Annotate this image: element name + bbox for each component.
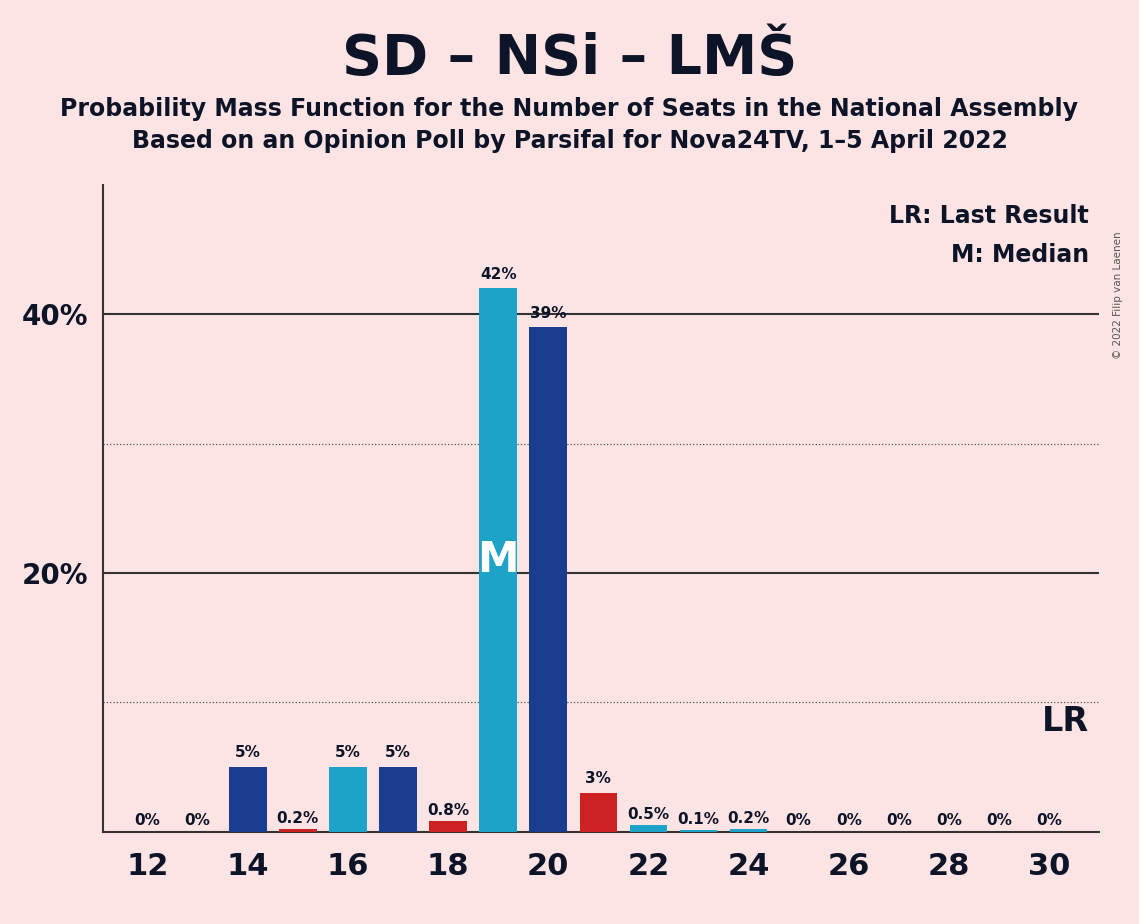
Text: LR: LR [1042, 705, 1089, 738]
Text: 0.8%: 0.8% [427, 803, 469, 818]
Text: 3%: 3% [585, 772, 612, 786]
Text: M: M [477, 539, 519, 581]
Bar [279, 829, 317, 832]
Text: 0%: 0% [936, 813, 961, 829]
Bar [730, 829, 768, 832]
Text: © 2022 Filip van Laenen: © 2022 Filip van Laenen [1114, 231, 1123, 359]
Text: 0%: 0% [836, 813, 862, 829]
Text: 0%: 0% [1036, 813, 1062, 829]
Text: 0.1%: 0.1% [678, 812, 720, 827]
Text: 0.2%: 0.2% [277, 810, 319, 826]
Text: 0%: 0% [786, 813, 812, 829]
Text: 5%: 5% [235, 746, 261, 760]
Text: 0%: 0% [986, 813, 1011, 829]
Bar [630, 825, 667, 832]
Text: 39%: 39% [530, 306, 566, 321]
Text: 0.2%: 0.2% [728, 810, 770, 826]
Bar [329, 767, 367, 832]
Text: 5%: 5% [385, 746, 411, 760]
Bar [680, 831, 718, 832]
Text: 0.5%: 0.5% [628, 807, 670, 822]
Bar [530, 327, 567, 832]
Bar [480, 288, 517, 832]
Bar [580, 793, 617, 832]
Text: 0%: 0% [886, 813, 911, 829]
Text: SD – NSi – LMŠ: SD – NSi – LMŠ [342, 32, 797, 86]
Text: 0%: 0% [185, 813, 211, 829]
Text: LR: Last Result: LR: Last Result [890, 204, 1089, 228]
Text: 5%: 5% [335, 746, 361, 760]
Bar [229, 767, 267, 832]
Text: 0%: 0% [134, 813, 161, 829]
Text: Based on an Opinion Poll by Parsifal for Nova24TV, 1–5 April 2022: Based on an Opinion Poll by Parsifal for… [132, 129, 1007, 153]
Bar [379, 767, 417, 832]
Text: M: Median: M: Median [951, 243, 1089, 267]
Text: 42%: 42% [480, 267, 516, 282]
Text: Probability Mass Function for the Number of Seats in the National Assembly: Probability Mass Function for the Number… [60, 97, 1079, 121]
Bar [429, 821, 467, 832]
